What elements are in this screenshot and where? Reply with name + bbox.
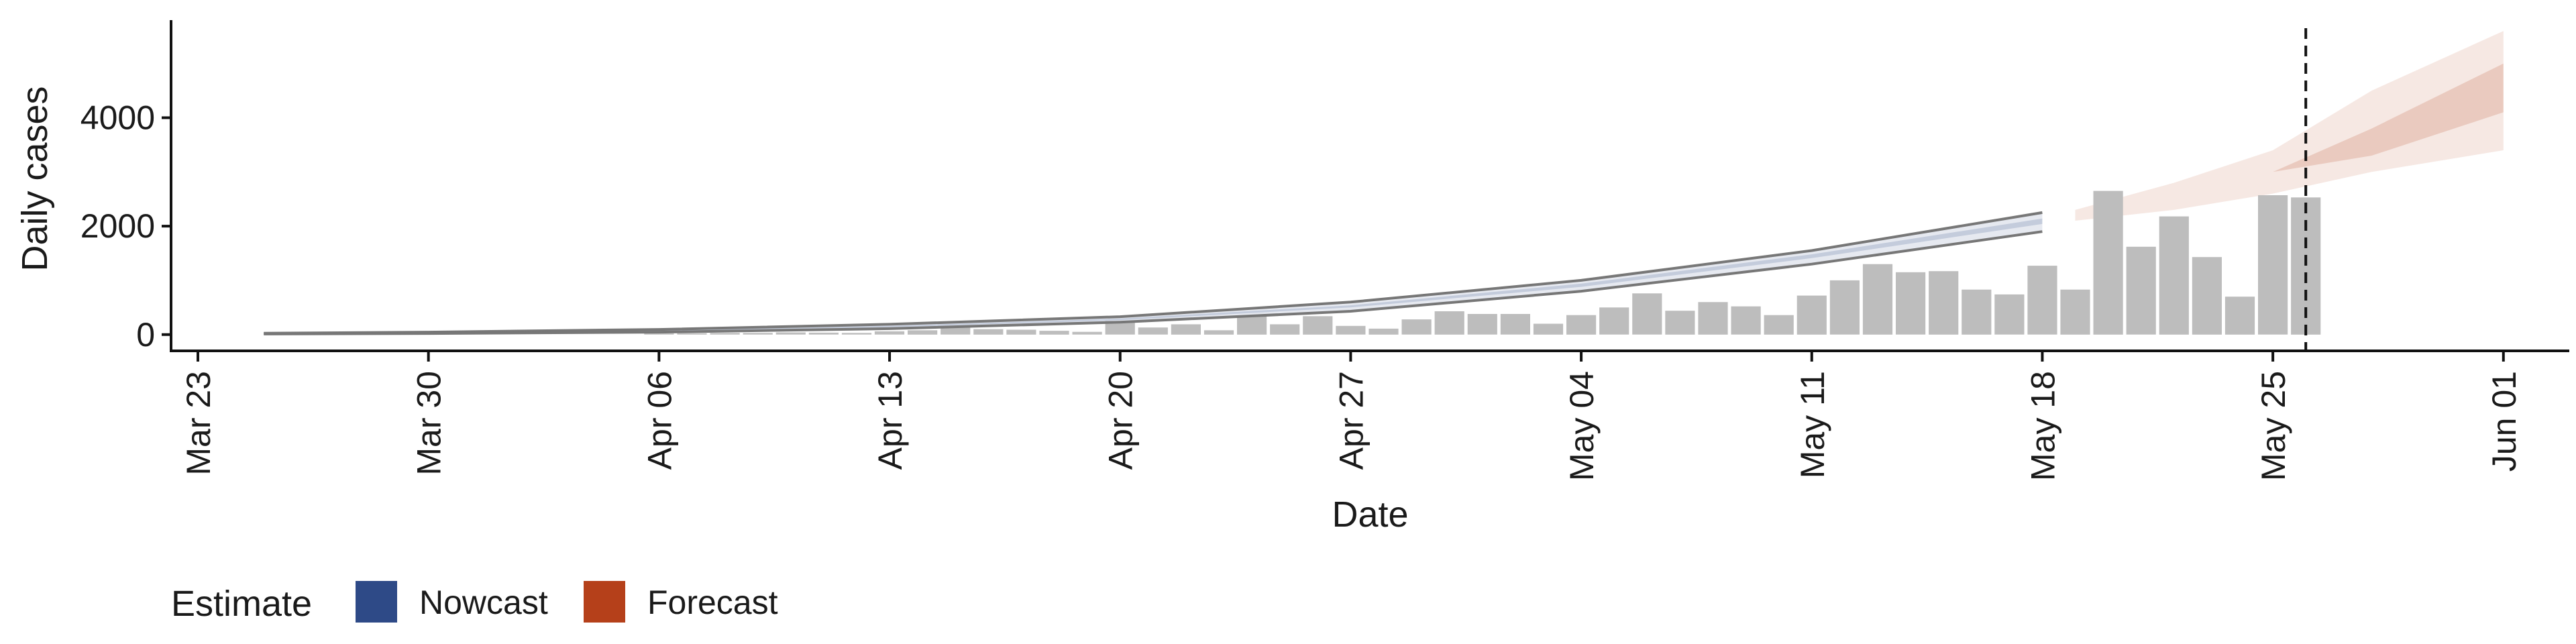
y-axis-ticks: 0 2000 4000 (80, 99, 171, 354)
bar (2093, 191, 2123, 335)
bar (1929, 271, 1959, 335)
x-tick-label: Apr 20 (1102, 371, 1140, 470)
axes (170, 20, 2569, 352)
forecast-band-layer (2075, 31, 2504, 221)
y-tick-label: 0 (136, 316, 155, 354)
bar (1665, 311, 1695, 335)
x-tick-label: May 25 (2255, 371, 2292, 481)
bar (1401, 319, 1432, 335)
bar (1962, 289, 1992, 335)
bar (1500, 314, 1530, 335)
bar (1862, 264, 1893, 335)
bar (775, 332, 806, 335)
bar (808, 332, 839, 335)
x-tick-label: May 11 (1794, 371, 1831, 478)
forecast-inner-band (2075, 63, 2504, 215)
bar (1829, 280, 1860, 335)
bar (1138, 327, 1168, 335)
x-axis-title: Date (1332, 494, 1408, 535)
bar (2224, 297, 2255, 335)
bar (2126, 246, 2156, 335)
bar (1896, 272, 1926, 335)
bar (1203, 330, 1234, 335)
bar (841, 333, 872, 335)
bar (2192, 257, 2222, 335)
bar (874, 331, 905, 335)
bar (1237, 316, 1267, 335)
bar (1336, 325, 1366, 335)
bar (908, 330, 938, 335)
x-tick-label: Apr 27 (1332, 371, 1370, 470)
bar (1698, 302, 1728, 335)
x-tick-label: Mar 23 (180, 371, 217, 476)
legend: Estimate Nowcast Forecast (171, 581, 778, 624)
nowcast-upper-line (264, 211, 2043, 335)
bar-layer (644, 191, 2321, 335)
bar (1599, 307, 1629, 335)
bar (2258, 195, 2288, 335)
bar (2060, 289, 2090, 335)
y-tick-label: 2000 (80, 207, 155, 245)
bar (677, 333, 707, 335)
y-tick-label: 4000 (80, 99, 155, 136)
bar (1072, 331, 1102, 335)
bar (1467, 314, 1497, 335)
bar (973, 329, 1004, 335)
legend-label-forecast: Forecast (647, 584, 778, 621)
bar (743, 333, 773, 335)
nowcast-band-layer (264, 211, 2043, 335)
bar (1731, 306, 1761, 335)
x-tick-label: Mar 30 (411, 371, 448, 476)
legend-key-forecast (584, 581, 625, 623)
bar (644, 333, 674, 335)
x-tick-label: May 04 (1563, 371, 1601, 481)
x-tick-label: Apr 06 (641, 371, 678, 470)
bar (2159, 216, 2189, 335)
x-axis-ticks: Mar 23 Mar 30 Apr 06 Apr 13 Apr 20 Apr 27 May … (180, 351, 2523, 481)
legend-label-nowcast: Nowcast (419, 584, 548, 621)
bar (1994, 294, 2025, 335)
bar (941, 327, 971, 335)
bar (1632, 293, 1662, 335)
legend-key-nowcast (356, 581, 397, 623)
bar (1764, 315, 1794, 335)
nowcast-lower-line (264, 230, 2043, 335)
bar (2027, 266, 2057, 335)
bar (1270, 324, 1300, 335)
bar (1796, 295, 1827, 335)
legend-title: Estimate (171, 584, 312, 624)
bar (1303, 316, 1333, 335)
bar (1566, 315, 1597, 335)
bar (1434, 311, 1464, 335)
bar (1171, 324, 1201, 335)
bar (1006, 329, 1036, 335)
x-tick-label: Apr 13 (871, 371, 909, 470)
bar (710, 333, 740, 335)
x-tick-label: Jun 01 (2485, 371, 2523, 472)
bar (1368, 328, 1399, 335)
bar (1533, 323, 1564, 335)
bar (1039, 331, 1069, 335)
y-axis-title: Daily cases (15, 86, 55, 271)
bar (1105, 321, 1135, 335)
x-tick-label: May 18 (2024, 371, 2061, 481)
nowcast-outer-band (264, 212, 2043, 334)
